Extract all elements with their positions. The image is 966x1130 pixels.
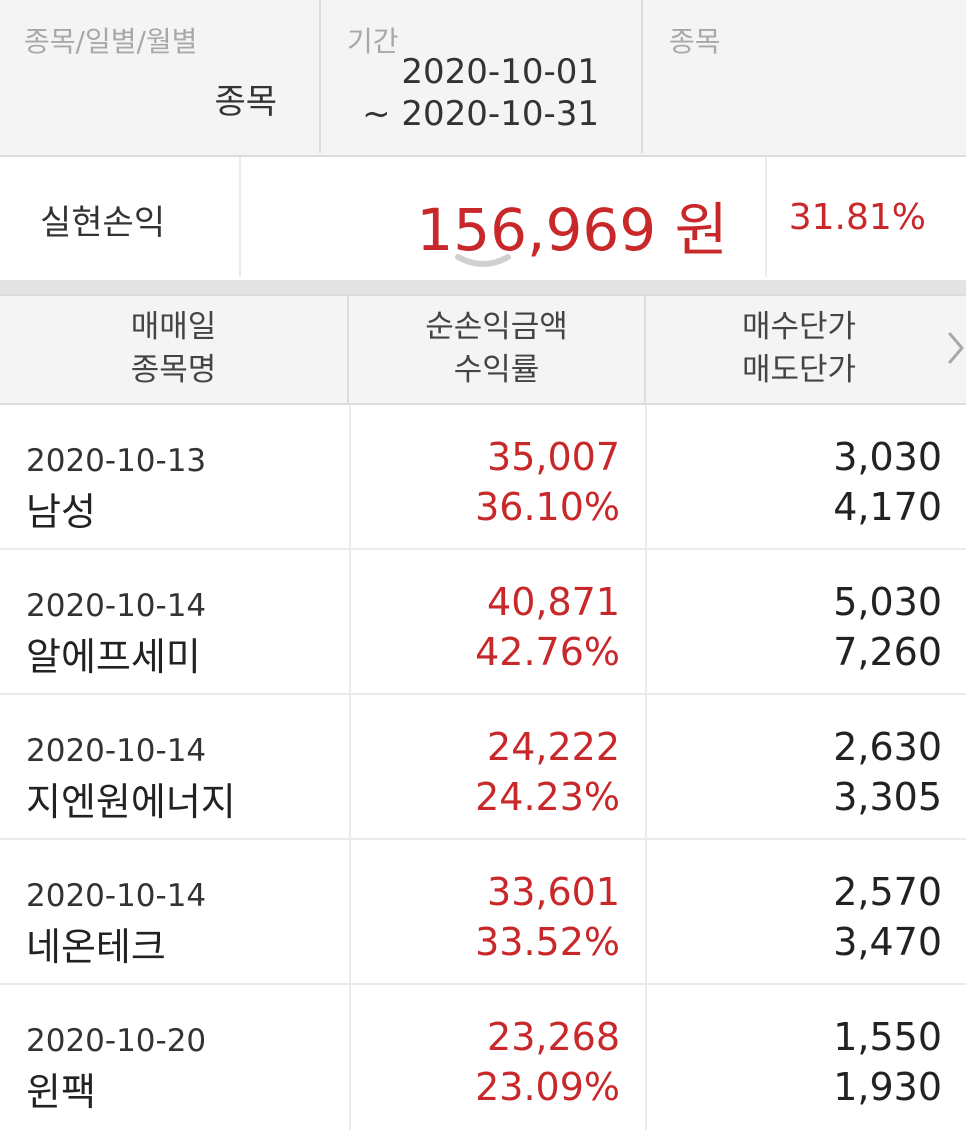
table-row[interactable]: 2020-10-14 알에프세미 40,871 42.76% 5,030 7,2… [0, 550, 966, 695]
trade-date: 2020-10-14 [26, 878, 207, 914]
table-header: 매매일 종목명 순손익금액 수익률 매수단가 매도단가 [0, 294, 966, 405]
column-divider [645, 695, 647, 838]
summary-rate: 31.81% [788, 197, 926, 238]
type-selector-label: 종목/일별/월별 [24, 25, 198, 58]
header-profit-rate: 순손익금액 수익률 [349, 296, 646, 403]
column-divider [349, 985, 351, 1130]
column-divider [645, 405, 647, 548]
return-rate: 23.09% [475, 1065, 620, 1109]
table-row[interactable]: 2020-10-14 지엔원에너지 24,222 24.23% 2,630 3,… [0, 695, 966, 840]
buy-price: 3,030 [833, 435, 942, 479]
period-selector-label: 기간 [347, 25, 399, 58]
buy-price: 2,630 [833, 725, 942, 769]
type-selector-value: 종목 [214, 82, 277, 122]
trade-list: 2020-10-13 남성 35,007 36.10% 3,030 4,170 … [0, 405, 966, 1130]
header-stock-name: 종목명 [130, 352, 217, 388]
period-selector[interactable]: 기간 2020-10-01 ~ 2020-10-31 [321, 0, 643, 153]
type-selector[interactable]: 종목/일별/월별 종목 [0, 0, 321, 153]
table-row[interactable]: 2020-10-14 네온테크 33,601 33.52% 2,570 3,47… [0, 840, 966, 985]
table-row[interactable]: 2020-10-13 남성 35,007 36.10% 3,030 4,170 [0, 405, 966, 550]
section-divider [0, 280, 966, 294]
header-prices: 매수단가 매도단가 [646, 296, 966, 403]
chevron-down-icon[interactable] [454, 253, 512, 271]
summary-rate-cell: 31.81% [765, 157, 966, 277]
net-profit: 24,222 [487, 725, 620, 769]
header-date-name: 매매일 종목명 [0, 296, 349, 403]
summary-amount: 156,969 원 [416, 196, 728, 264]
column-divider [645, 550, 647, 693]
column-divider [645, 840, 647, 983]
header-net-profit: 순손익금액 [425, 309, 568, 345]
realized-profit-summary: 실현손익 156,969 원 31.81% [0, 157, 966, 280]
return-rate: 33.52% [475, 920, 620, 964]
sell-price: 3,470 [833, 920, 942, 964]
return-rate: 24.23% [475, 775, 620, 819]
stock-name: 알에프세미 [26, 635, 201, 679]
net-profit: 23,268 [487, 1015, 620, 1059]
buy-price: 2,570 [833, 870, 942, 914]
column-divider [349, 550, 351, 693]
stock-name: 남성 [26, 490, 96, 534]
net-profit: 35,007 [487, 435, 620, 479]
column-divider [349, 695, 351, 838]
sell-price: 4,170 [833, 485, 942, 529]
summary-label-cell: 실현손익 [0, 157, 241, 277]
net-profit: 33,601 [487, 870, 620, 914]
trade-date: 2020-10-13 [26, 443, 207, 479]
table-row[interactable]: 2020-10-20 윈팩 23,268 23.09% 1,550 1,930 [0, 985, 966, 1130]
net-profit: 40,871 [487, 580, 620, 624]
sell-price: 3,305 [833, 775, 942, 819]
summary-label: 실현손익 [40, 203, 166, 243]
return-rate: 36.10% [475, 485, 620, 529]
sell-price: 7,260 [833, 630, 942, 674]
header-buy-price: 매수단가 [741, 309, 857, 345]
column-divider [349, 405, 351, 548]
header-return-rate: 수익률 [453, 352, 540, 388]
period-end-date: ~ 2020-10-31 [362, 94, 599, 134]
filter-bar: 종목/일별/월별 종목 기간 2020-10-01 ~ 2020-10-31 종… [0, 0, 966, 157]
column-divider [645, 985, 647, 1130]
header-trade-date: 매매일 [130, 309, 217, 345]
column-divider [349, 840, 351, 983]
stock-name: 지엔원에너지 [26, 780, 236, 824]
period-start-date: 2020-10-01 [401, 52, 599, 92]
trade-date: 2020-10-14 [26, 733, 207, 769]
chevron-right-icon[interactable] [946, 326, 966, 370]
buy-price: 1,550 [833, 1015, 942, 1059]
header-sell-price: 매도단가 [741, 352, 857, 388]
buy-price: 5,030 [833, 580, 942, 624]
stock-selector[interactable]: 종목 [643, 0, 966, 153]
return-rate: 42.76% [475, 630, 620, 674]
trade-date: 2020-10-20 [26, 1023, 207, 1059]
stock-name: 윈팩 [26, 1070, 96, 1114]
stock-name: 네온테크 [26, 925, 166, 969]
stock-selector-label: 종목 [669, 25, 721, 58]
trade-date: 2020-10-14 [26, 588, 207, 624]
sell-price: 1,930 [833, 1065, 942, 1109]
